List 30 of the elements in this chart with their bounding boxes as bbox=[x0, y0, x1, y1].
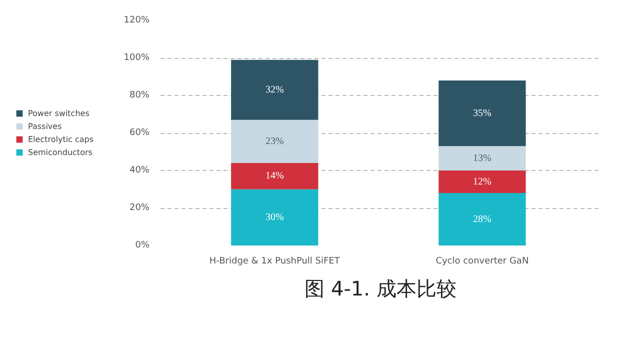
y-tick-label: 80% bbox=[129, 90, 150, 100]
bar bbox=[438, 80, 526, 146]
bar bbox=[231, 163, 318, 190]
y-tick-label: 20% bbox=[129, 203, 150, 213]
y-tick-label: 40% bbox=[129, 166, 150, 176]
legend-label: Semiconductors bbox=[28, 148, 92, 156]
bar bbox=[231, 60, 318, 120]
data-label: 12% bbox=[473, 176, 492, 188]
y-tick-label: 120% bbox=[124, 16, 150, 26]
legend-label: Passives bbox=[28, 122, 62, 130]
y-tick-label: 0% bbox=[135, 240, 150, 250]
bar bbox=[438, 146, 526, 170]
legend-label: Electrolytic caps bbox=[28, 134, 94, 144]
data-label: 14% bbox=[265, 170, 284, 182]
data-label: 32% bbox=[265, 84, 284, 96]
bar bbox=[438, 170, 526, 193]
bar bbox=[438, 193, 526, 246]
bar bbox=[231, 189, 318, 246]
data-label: 28% bbox=[473, 214, 492, 225]
x-tick-label: Cyclo converter GaN bbox=[436, 256, 529, 266]
text: 图 4-1. 成本比较 bbox=[304, 276, 456, 300]
bar bbox=[231, 120, 318, 163]
legend-label: Power switches bbox=[28, 108, 90, 118]
data-label: 23% bbox=[265, 136, 284, 147]
data-label: 30% bbox=[265, 212, 284, 223]
y-tick-label: 60% bbox=[129, 128, 150, 138]
y-tick-label: 100% bbox=[124, 53, 150, 63]
data-label: 13% bbox=[473, 152, 492, 164]
x-tick-label: H-Bridge & 1x PushPull SiFET bbox=[209, 256, 340, 266]
data-label: 35% bbox=[473, 108, 492, 119]
